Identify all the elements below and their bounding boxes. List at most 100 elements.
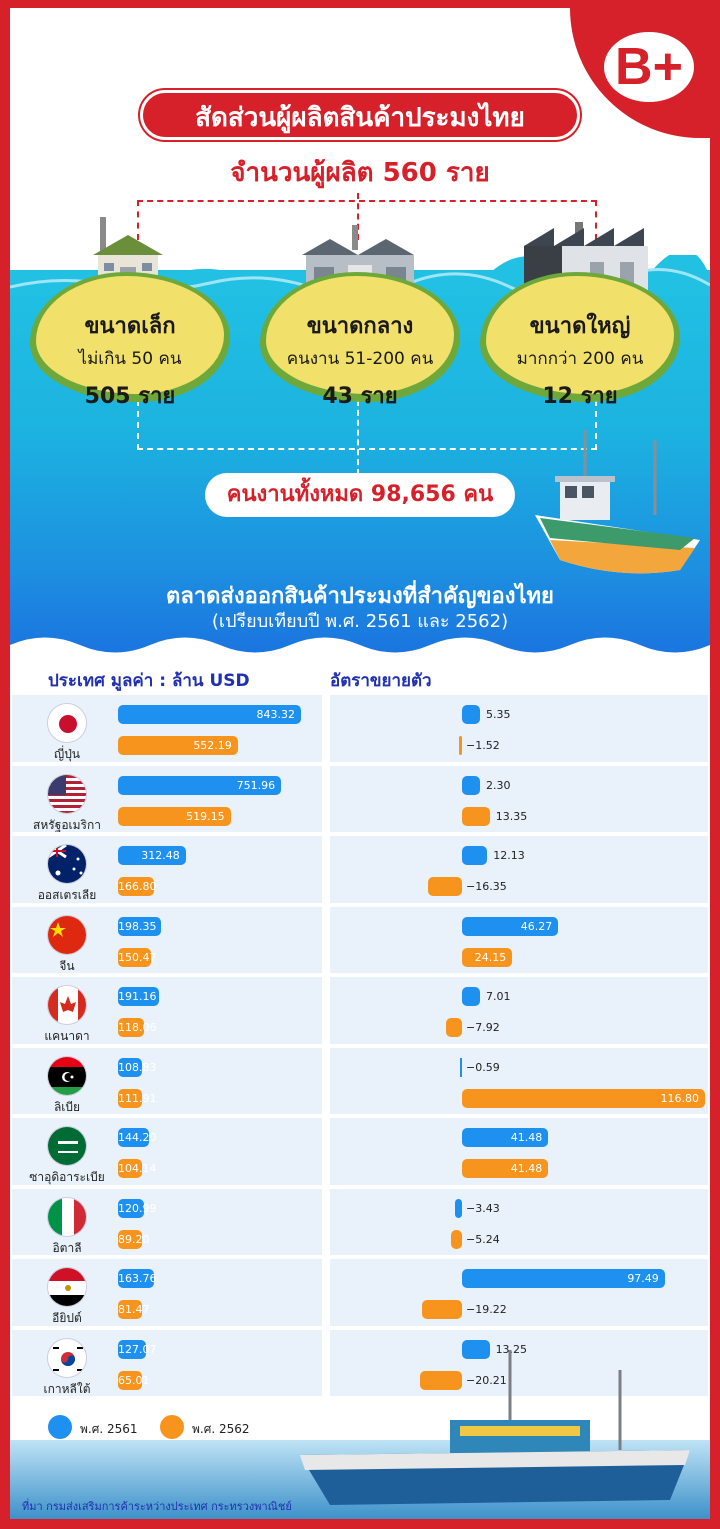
- south-korea-flag-icon: [47, 1337, 87, 1378]
- growth-label-2561: 46.27: [520, 919, 553, 933]
- canada-flag-icon: [47, 985, 87, 1025]
- size-small-count: 505 ราย: [84, 384, 176, 409]
- connector-top: [137, 200, 597, 240]
- value-bar-2562: [118, 877, 155, 896]
- row-panel-growth: [330, 1188, 708, 1255]
- row-panel-growth: [330, 695, 708, 762]
- growth-bar-2562: [462, 1159, 549, 1178]
- value-label-2561: 843.32: [256, 708, 296, 721]
- fishing-boat-icon: [535, 430, 700, 574]
- growth-bar-2562: [427, 877, 462, 896]
- country-name: อิตาลี: [52, 1240, 82, 1255]
- growth-bar-2561: [462, 1269, 665, 1288]
- growth-bar-2562: [451, 1229, 462, 1249]
- legend-marker-2561: [48, 1415, 72, 1439]
- value-label-2561: 312.48: [141, 849, 180, 862]
- growth-label-2561: 41.48: [510, 1131, 543, 1144]
- growth-bar-2561: [462, 916, 559, 936]
- export-title: ตลาดส่งออกสินค้าประมงที่สำคัญของไทย: [166, 584, 554, 609]
- value-bar-2562: [118, 806, 231, 826]
- country-name: สหรัฐอเมริกา: [33, 817, 101, 832]
- growth-bar-2561: [460, 1057, 462, 1077]
- growth-label-2562: −1.52: [466, 739, 500, 752]
- size-medium-name: ขนาดกลาง: [306, 314, 414, 339]
- growth-bar-2561: [454, 1198, 462, 1218]
- libya-flag-icon: [47, 1055, 87, 1096]
- country-name: เกาหลีใต้: [43, 1381, 91, 1396]
- growth-bar-2562: [422, 1300, 462, 1319]
- value-bar-2561: [118, 705, 301, 724]
- value-bar-2561: [118, 775, 282, 795]
- country-name: จีน: [59, 958, 75, 973]
- growth-bar-2562: [462, 947, 513, 967]
- growth-label-2562: −5.24: [466, 1232, 500, 1246]
- producers-count: จำนวนผู้ผลิต 560 ราย: [230, 158, 490, 188]
- size-large-name: ขนาดใหญ่: [529, 314, 631, 339]
- growth-label-2562: 116.80: [660, 1091, 700, 1105]
- page-title: สัดส่วนผู้ผลิตสินค้าประมงไทย: [140, 90, 580, 140]
- island-small-top: [36, 276, 224, 394]
- value-label-2562: 552.19: [193, 739, 232, 752]
- country-name: ซาอุดิอาระเบีย: [29, 1170, 105, 1184]
- growth-bar-2561: [462, 705, 480, 724]
- value-bar-2561: [118, 1128, 150, 1147]
- growth-label-2562: −16.35: [466, 880, 507, 893]
- island-medium-top: [266, 276, 454, 394]
- value-bar-2561: [118, 1339, 146, 1359]
- growth-bar-2562: [458, 736, 462, 755]
- value-bar-2562: [118, 1018, 144, 1037]
- usa-flag-icon: [47, 773, 87, 814]
- size-large: ขนาดใหญ่ มากกว่า 200 คน 12 ราย: [480, 308, 680, 413]
- growth-label-2562: −20.21: [466, 1373, 507, 1387]
- growth-label-2561: 97.49: [627, 1272, 659, 1285]
- source-note: ที่มา กรมส่งเสริมการค้าระหว่างประเทศ กระ…: [22, 1500, 292, 1513]
- country-name: ญี่ปุ่น: [53, 747, 81, 761]
- column-header-growth: อัตราขยายตัว: [330, 671, 432, 691]
- china-flag-icon: [47, 914, 87, 955]
- size-medium-desc: คนงาน 51-200 คน: [286, 349, 434, 369]
- column-header-value: ประเทศ มูลค่า : ล้าน USD: [48, 671, 250, 691]
- value-label-2561: 198.35: [118, 919, 157, 933]
- value-bar-2562: [118, 1229, 142, 1249]
- japan-flag-icon: [47, 703, 87, 743]
- size-small-desc: ไม่เกิน 50 คน: [78, 349, 182, 369]
- growth-label-2562: 24.15: [474, 950, 507, 964]
- country-name: อียิปต์: [52, 1311, 82, 1325]
- brand-logo: B+: [604, 32, 694, 102]
- connector-bottom: [137, 400, 597, 450]
- legend-label-2561: พ.ศ. 2561: [80, 1422, 138, 1436]
- growth-label-2562: −19.22: [466, 1303, 507, 1316]
- size-large-desc: มากกว่า 200 คน: [516, 349, 644, 369]
- value-bar-2561: [118, 1269, 154, 1288]
- value-label-2562: 519.15: [186, 809, 225, 823]
- growth-bar-2562: [462, 1088, 705, 1108]
- growth-bar-2561: [462, 1128, 549, 1147]
- growth-bar-2562: [445, 1018, 462, 1037]
- growth-bar-2562: [419, 1370, 462, 1390]
- size-large-count: 12 ราย: [542, 384, 618, 409]
- size-small-name: ขนาดเล็ก: [84, 314, 176, 339]
- growth-bar-2562: [462, 806, 490, 826]
- saudi-arabia-flag-icon: [47, 1126, 87, 1166]
- growth-bar-2561: [462, 846, 488, 865]
- value-bar-2562: [118, 1370, 142, 1390]
- growth-bar-2561: [462, 987, 480, 1006]
- country-name: ลิเบีย: [53, 1099, 81, 1114]
- growth-bar-2561: [462, 1339, 490, 1359]
- growth-label-2561: 7.01: [486, 990, 511, 1003]
- country-name: ออสเตรเลีย: [37, 888, 97, 902]
- total-workers: คนงานทั้งหมด 98,656 คน: [205, 473, 515, 517]
- growth-label-2562: −7.92: [466, 1021, 500, 1034]
- row-panel-growth: [330, 977, 708, 1044]
- growth-label-2561: 2.30: [486, 778, 511, 792]
- value-bar-2561: [118, 1198, 145, 1218]
- row-panel-growth: [330, 1329, 708, 1396]
- value-bar-2562: [118, 1159, 142, 1178]
- row-panel-growth: [330, 836, 708, 903]
- value-label-2561: 751.96: [236, 778, 276, 792]
- value-bar-2561: [118, 846, 186, 865]
- connector-center: [357, 193, 359, 240]
- growth-label-2562: 13.35: [495, 809, 528, 823]
- bottom-boat-icon: [300, 1350, 690, 1505]
- value-bar-2561: [118, 916, 162, 936]
